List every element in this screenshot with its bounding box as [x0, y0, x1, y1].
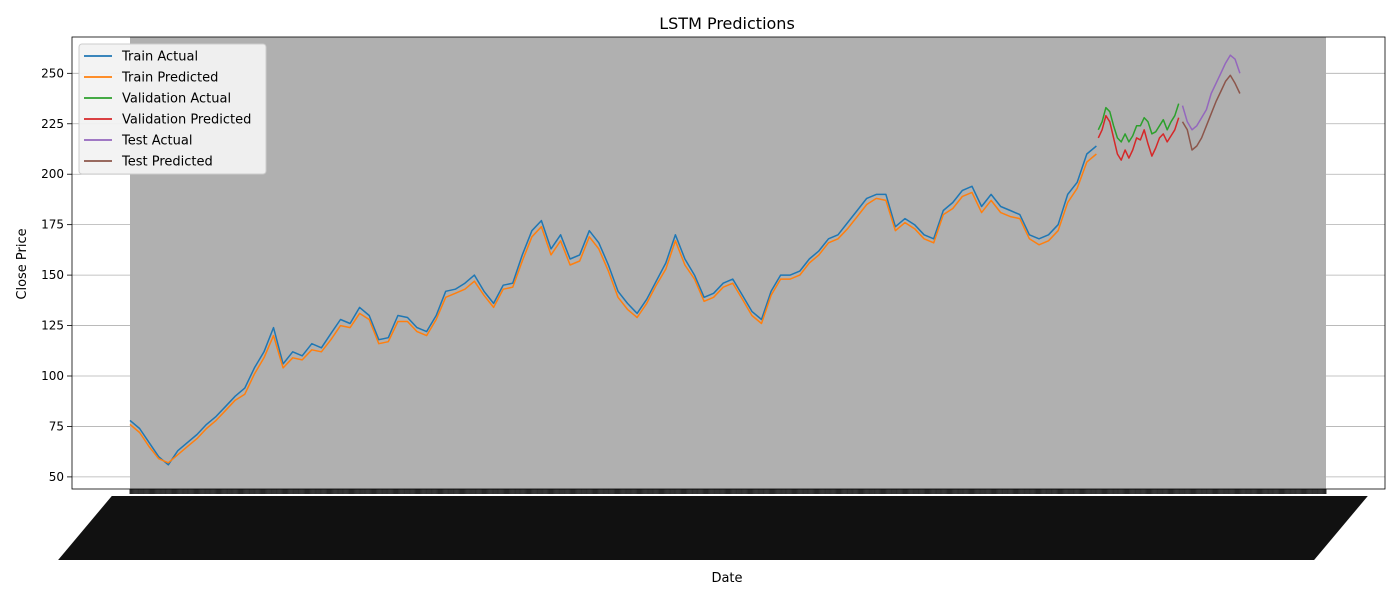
series-layer: [129, 54, 1241, 466]
y-tick-label: 50: [49, 470, 64, 484]
x-axis-label: Date: [711, 571, 742, 586]
y-axis-label: Close Price: [15, 228, 30, 299]
series-line-validation-predicted: [1097, 114, 1180, 161]
chart-title: LSTM Predictions: [659, 14, 795, 33]
x-tick-labels-overlap: [58, 496, 1368, 560]
plot-frame: [71, 36, 1386, 490]
series-line-validation-actual: [1097, 103, 1180, 143]
y-tick-label: 75: [49, 419, 64, 433]
legend-label: Test Predicted: [121, 155, 213, 170]
y-tick-label: 175: [41, 218, 64, 232]
plot-area: [71, 36, 1386, 490]
series-line-train-actual: [129, 145, 1097, 466]
y-tick-label: 150: [41, 268, 64, 282]
legend-label: Train Predicted: [121, 71, 218, 86]
legend-box: [78, 43, 267, 175]
series-line-test-actual: [1181, 54, 1241, 131]
series-line-test-predicted: [1181, 74, 1241, 151]
legend-label: Validation Predicted: [122, 113, 251, 128]
y-axis: 50 75 100 125 150 175 200 225 250: [41, 66, 72, 484]
y-tick-label: 250: [41, 66, 64, 80]
y-tick-label: 100: [41, 369, 64, 383]
legend-label: Test Actual: [121, 134, 192, 149]
legend-label: Train Actual: [121, 50, 198, 65]
series-line-train-predicted: [129, 153, 1097, 464]
legend: Train Actual Train Predicted Validation Ac…: [78, 43, 267, 175]
x-axis: [58, 489, 1368, 560]
y-tick-label: 225: [41, 117, 64, 131]
legend-label: Validation Actual: [122, 92, 231, 107]
y-tick-label: 200: [41, 167, 64, 181]
shaded-region: [130, 37, 1326, 489]
y-tick-label: 125: [41, 319, 64, 333]
